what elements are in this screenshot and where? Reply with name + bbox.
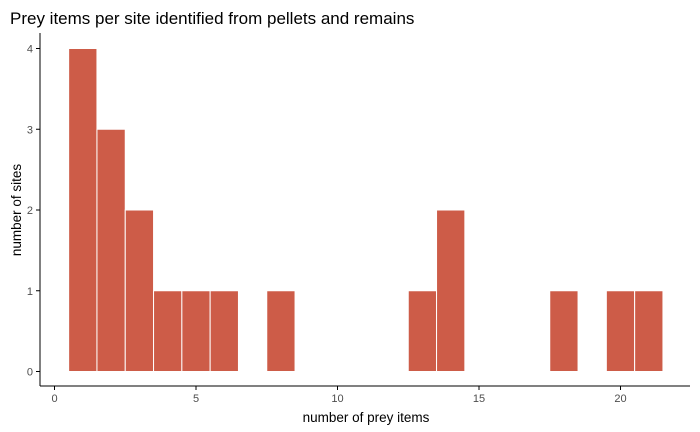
x-tick-label: 20 <box>614 393 626 405</box>
histogram-bar <box>209 290 239 372</box>
histogram-bar <box>153 290 183 372</box>
x-tick-label: 10 <box>331 393 343 405</box>
x-tick-label: 15 <box>473 393 485 405</box>
histogram-bar <box>407 290 438 372</box>
histogram-bar <box>634 290 664 372</box>
x-axis-title: number of prey items <box>303 410 430 425</box>
x-axis-ticks: 0 5 10 15 20 <box>51 386 627 405</box>
y-tick-label: 1 <box>27 286 33 298</box>
histogram-bar <box>181 290 211 372</box>
x-tick-label: 5 <box>193 393 199 405</box>
histogram-bar <box>605 290 636 372</box>
y-tick-label: 0 <box>27 367 33 379</box>
x-tick-label: 0 <box>51 393 57 405</box>
y-axis-ticks: 0 1 2 3 4 <box>27 44 40 379</box>
histogram-bar <box>96 128 126 372</box>
y-tick-label: 4 <box>27 44 33 56</box>
y-tick-label: 3 <box>27 124 33 136</box>
y-tick-label: 2 <box>27 205 33 217</box>
bars-layer <box>68 48 664 372</box>
histogram-bar <box>549 290 579 372</box>
histogram-bar <box>436 209 466 372</box>
y-axis-title: number of sites <box>9 164 24 257</box>
histogram-bar <box>266 290 296 372</box>
histogram-bar <box>124 209 155 372</box>
histogram-bar <box>68 48 98 372</box>
chart-title: Prey items per site identified from pell… <box>10 9 414 28</box>
